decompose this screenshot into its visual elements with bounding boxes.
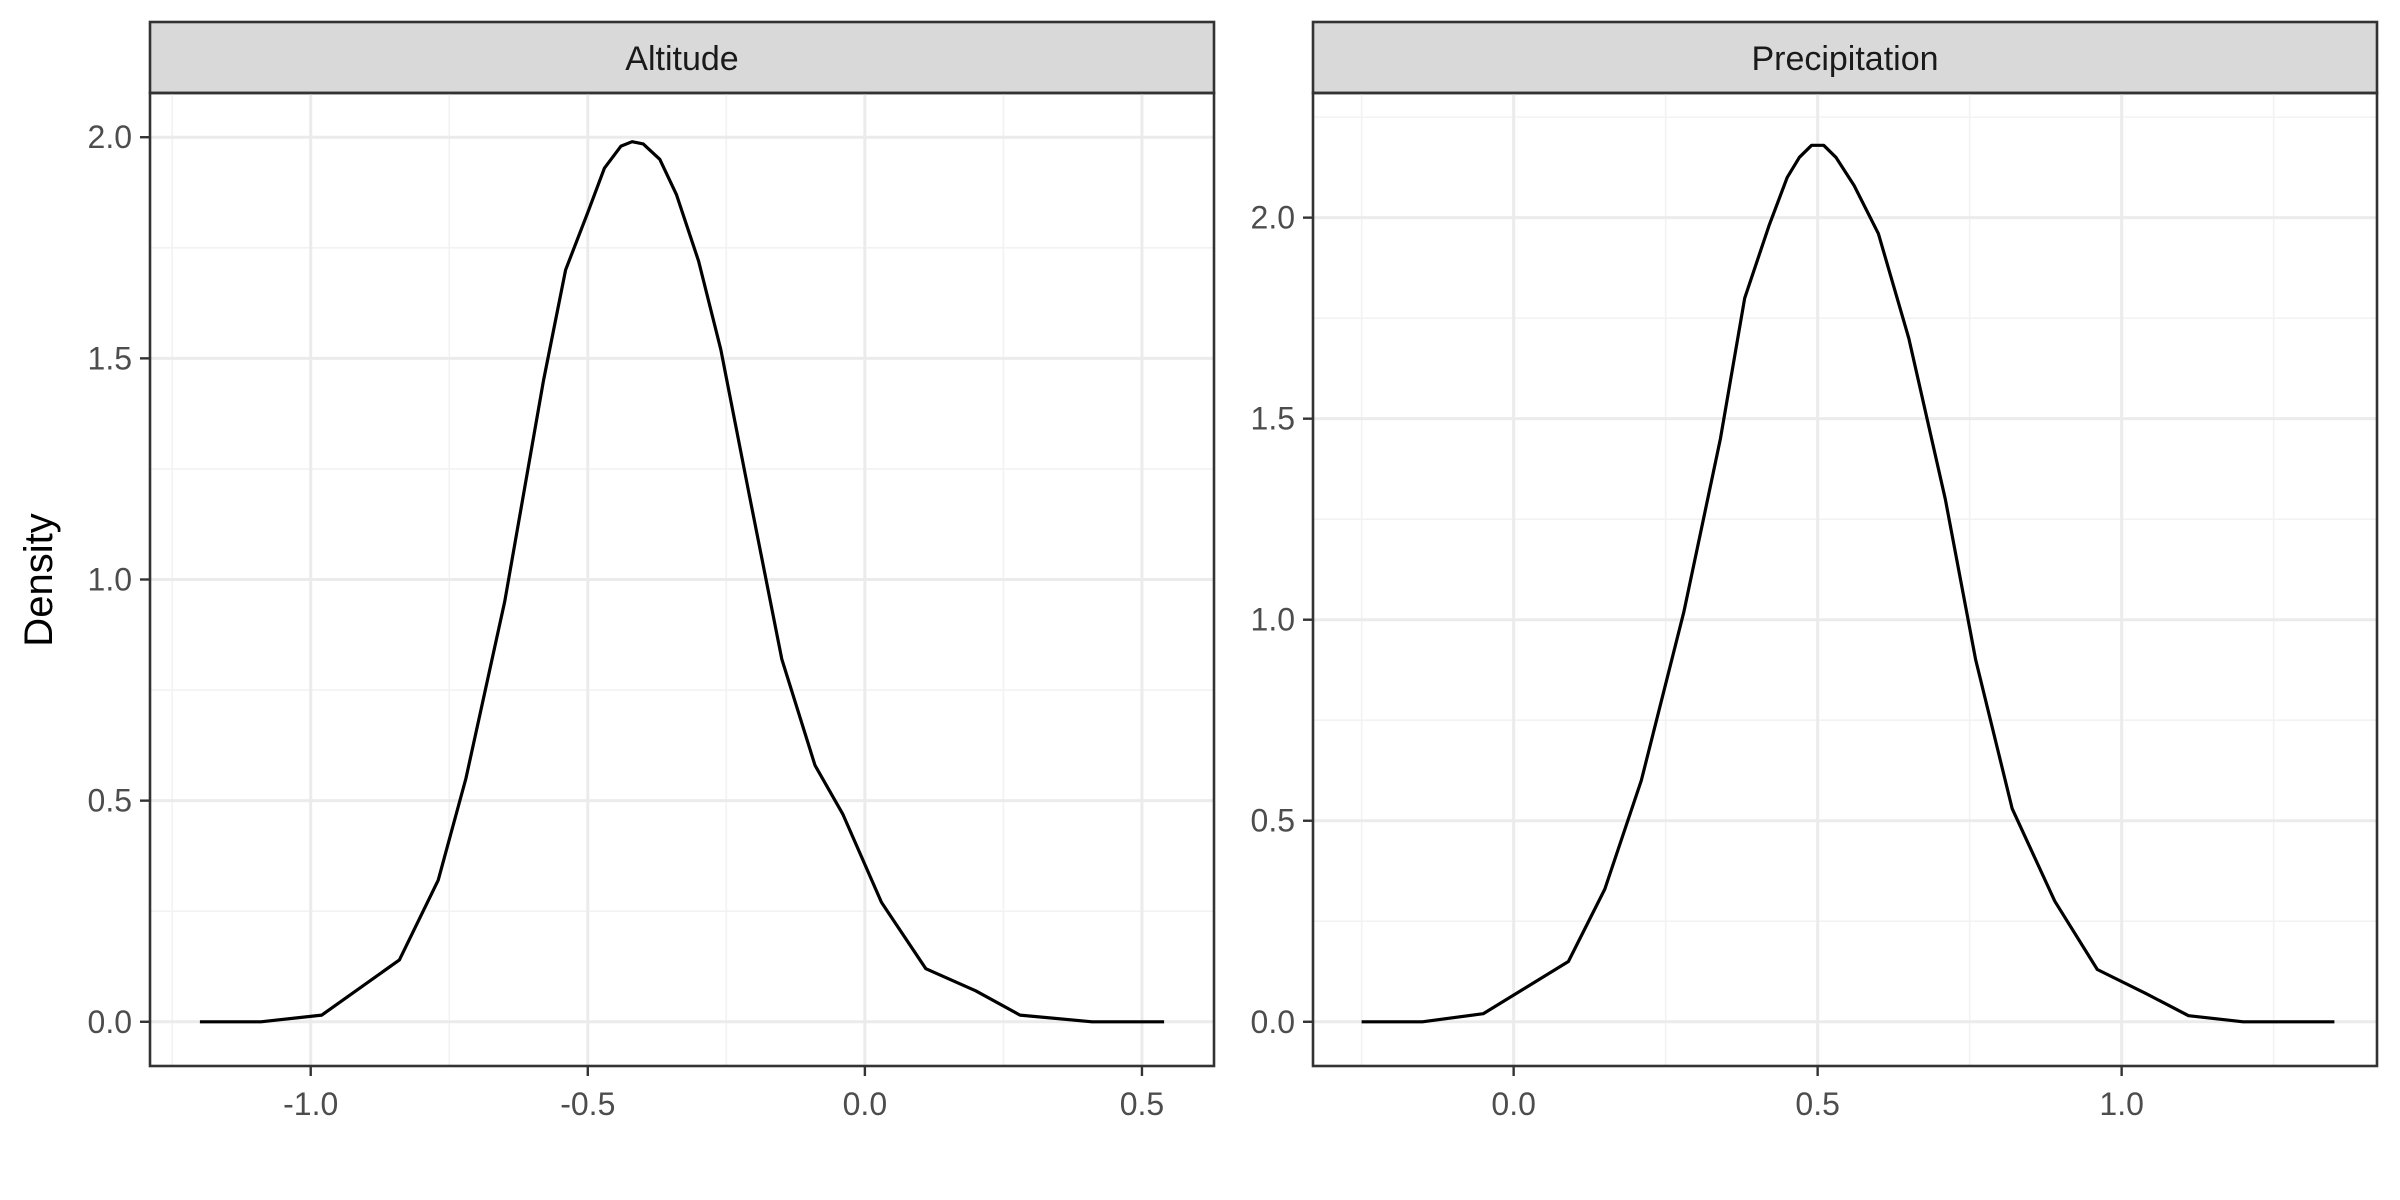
y-tick-label-precipitation: 2.0 [1251, 200, 1295, 236]
x-tick-label-altitude: -0.5 [560, 1086, 615, 1122]
x-tick-label-precipitation: 0.0 [1491, 1086, 1535, 1122]
y-tick-label-precipitation: 1.0 [1251, 602, 1295, 638]
panel-precipitation-grid [1313, 93, 2377, 1066]
y-tick-label-precipitation: 0.5 [1251, 803, 1295, 839]
x-tick-label-precipitation: 1.0 [2099, 1086, 2143, 1122]
y-tick-label-altitude: 1.0 [88, 562, 132, 598]
panel-precipitation-border [1311, 91, 2379, 1068]
strip-label-precipitation: Precipitation [1751, 40, 1938, 78]
y-tick-label-altitude: 2.0 [88, 119, 132, 155]
strip-precipitation [1311, 20, 2379, 95]
y-axis-title: Density [17, 513, 61, 646]
y-tick-label-altitude: 1.5 [88, 340, 132, 376]
density-line-altitude [199, 140, 1165, 1024]
x-tick-label-altitude: -1.0 [283, 1086, 338, 1122]
y-tick-label-altitude: 0.5 [88, 783, 132, 819]
y-tick-label-precipitation: 1.5 [1251, 401, 1295, 437]
panel-altitude-ticks: -1.0 -0.5 0.0 0.5 0.0 0.5 1.0 1.5 2.0 [88, 119, 1165, 1122]
y-tick-label-precipitation: 0.0 [1251, 1004, 1295, 1040]
panel-precipitation-ticks: 0.0 0.5 1.0 0.0 0.5 1.0 1.5 2.0 [1251, 200, 2144, 1122]
panel-precipitation: Precipitation 0.0 0.5 1.0 0.0 0.5 1.0 1.5 2.0 [1251, 20, 2379, 1122]
strip-altitude [148, 20, 1216, 95]
panel-altitude: Altitude -1.0 -0.5 0.0 0.5 0.0 0.5 1.0 1.5 2.0 [88, 20, 1216, 1122]
x-tick-label-altitude: 0.5 [1120, 1086, 1164, 1122]
strip-label-altitude: Altitude [625, 40, 738, 78]
x-tick-label-precipitation: 0.5 [1795, 1086, 1839, 1122]
y-tick-label-altitude: 0.0 [88, 1004, 132, 1040]
panel-altitude-grid [150, 93, 1214, 1066]
x-tick-label-altitude: 0.0 [843, 1086, 887, 1122]
density-line-precipitation [1361, 143, 2335, 1024]
